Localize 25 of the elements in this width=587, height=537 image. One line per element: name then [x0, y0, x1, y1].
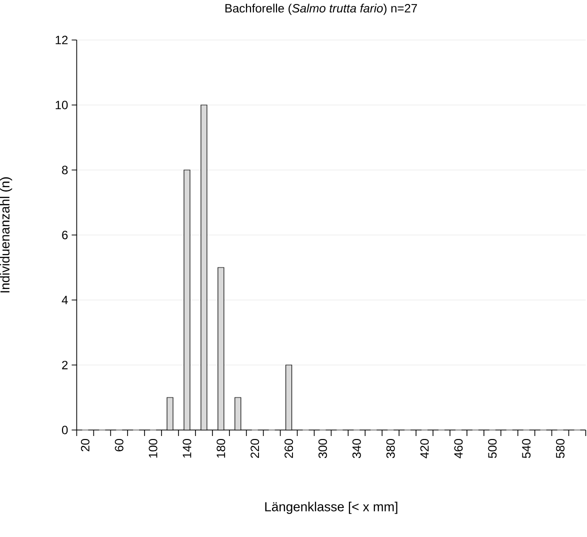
y-tick-label: 12 — [56, 36, 68, 44]
x-tick-label: 340 — [352, 438, 361, 458]
x-tick-label: 500 — [488, 438, 497, 458]
y-tick-label: 6 — [62, 230, 68, 240]
y-tick-label: 2 — [62, 360, 68, 370]
x-tick-label: 380 — [386, 438, 395, 458]
x-tick-label: 100 — [148, 438, 158, 458]
x-tick-label: 220 — [250, 438, 260, 458]
x-tick-label: 260 — [284, 438, 294, 458]
y-axis-title: Individuenanzahl (n) — [0, 177, 12, 292]
y-tick-label: 8 — [62, 166, 68, 174]
x-tick-label: 140 — [182, 438, 192, 458]
x-tick-label: 20 — [80, 438, 90, 452]
y-tick-label: 0 — [62, 426, 68, 434]
y-tick-label: 10 — [56, 100, 68, 110]
x-tick-label: 460 — [454, 438, 463, 458]
x-tick-label: 300 — [318, 438, 327, 458]
x-tick-label: 60 — [114, 438, 124, 452]
x-tick-label: 580 — [556, 438, 565, 458]
y-tick-label: 4 — [62, 296, 68, 304]
x-axis-title: Längenklasse [< x mm] — [265, 502, 398, 514]
x-tick-label: 540 — [522, 438, 531, 458]
chart-title: Bachforelle (Salmo trutta fario) n=27 — [225, 4, 417, 15]
x-tick-label: 420 — [420, 438, 429, 458]
x-tick-label: 180 — [216, 438, 226, 458]
